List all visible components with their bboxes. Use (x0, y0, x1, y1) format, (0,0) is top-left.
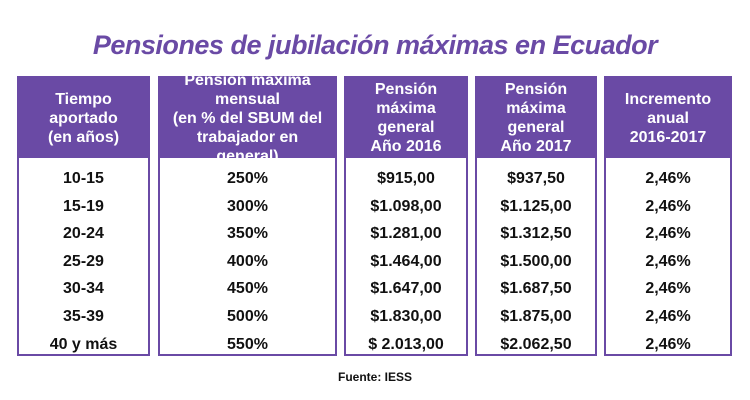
table-cell: $1.281,00 (370, 225, 442, 243)
table-cell: 2,46% (645, 170, 691, 187)
table-cell: $1.647,00 (370, 280, 442, 298)
column-header-4: Pensión máxima general Año 2017 (477, 78, 595, 158)
table-cell: $1.098,00 (370, 197, 442, 215)
column-cells: 2,46% 2,46% 2,46% 2,46% 2,46% 2,46% 2,46% (606, 158, 730, 358)
table-cell: 20-24 (63, 225, 104, 243)
column-cells: 250% 300% 350% 400% 450% 500% 550% (160, 158, 335, 358)
table-cell: 300% (227, 197, 268, 215)
table-cell: 25-29 (63, 252, 104, 270)
table-cell: 15-19 (63, 197, 104, 215)
table-cell: $915,00 (377, 170, 435, 187)
table-cell: 550% (227, 335, 268, 353)
column-cells: $915,00 $1.098,00 $1.281,00 $1.464,00 $1.647… (346, 158, 466, 358)
column-header-label: Tiempo aportado (en años) (47, 90, 120, 146)
table-cell: $1.875,00 (500, 307, 572, 325)
table-column-2: Pensión máxima mensual (en % del SBUM de… (158, 72, 337, 358)
column-header-1: Tiempo aportado (en años) (19, 78, 148, 158)
table-column-1: Tiempo aportado (en años) 10-15 15-19 20-24… (17, 76, 150, 356)
table-cell: $2.062,50 (500, 335, 572, 353)
table-cell: 10-15 (63, 170, 104, 187)
table-cell: 2,46% (645, 307, 691, 325)
column-header-label: Pensión máxima general Año 2017 (500, 81, 572, 155)
column-header-5: Incremento anual 2016-2017 (606, 78, 730, 158)
table-cell: 450% (227, 280, 268, 298)
table-cell: $ 2.013,00 (368, 335, 444, 353)
table-cell: 2,46% (645, 225, 691, 243)
table-cell: $1.687,50 (500, 280, 572, 298)
table-cell: 2,46% (645, 280, 691, 298)
table-cell: 35-39 (63, 307, 104, 325)
column-cells: 10-15 15-19 20-24 25-29 30-34 35-39 40 y más (19, 158, 148, 358)
table-title: Pensiones de jubilación máximas en Ecuad… (92, 30, 658, 60)
table-cell: $1.500,00 (500, 252, 572, 270)
table-cell: 40 y más (49, 335, 118, 353)
table-cell: 400% (227, 252, 268, 270)
table-cell: $937,50 (507, 170, 565, 187)
table-column-4: Pensión máxima general Año 2017 $937,50 $1… (475, 76, 597, 356)
source-note: Fuente: IESS (337, 370, 412, 384)
table-column-3: Pensión máxima general Año 2016 $915,00 $1… (344, 76, 468, 356)
column-header-2: Pensión máxima mensual (en % del SBUM de… (160, 72, 335, 165)
table-cell: $1.125,00 (500, 197, 572, 215)
table-cell: 30-34 (63, 280, 104, 298)
table-cell: $1.312,50 (500, 225, 572, 243)
table-cell: 2,46% (645, 197, 691, 215)
table-cell: 500% (227, 307, 268, 325)
column-header-label: Pensión máxima general Año 2016 (370, 81, 442, 155)
column-header-label: Incremento anual 2016-2017 (624, 90, 712, 146)
table-cell: 2,46% (645, 252, 691, 270)
table-cell: $1.464,00 (370, 252, 442, 270)
table-cell: 2,46% (645, 335, 691, 353)
column-cells: $937,50 $1.125,00 $1.312,50 $1.500,00 $1.687… (477, 158, 595, 358)
table-cell: 350% (227, 225, 268, 243)
column-header-3: Pensión máxima general Año 2016 (346, 78, 466, 158)
column-header-label: Pensión máxima mensual (en % del SBUM de… (172, 71, 323, 165)
table-cell: $1.830,00 (370, 307, 442, 325)
table-cell: 250% (227, 170, 268, 187)
table-column-5: Incremento anual 2016-2017 2,46% 2,46% 2,46… (604, 76, 732, 356)
